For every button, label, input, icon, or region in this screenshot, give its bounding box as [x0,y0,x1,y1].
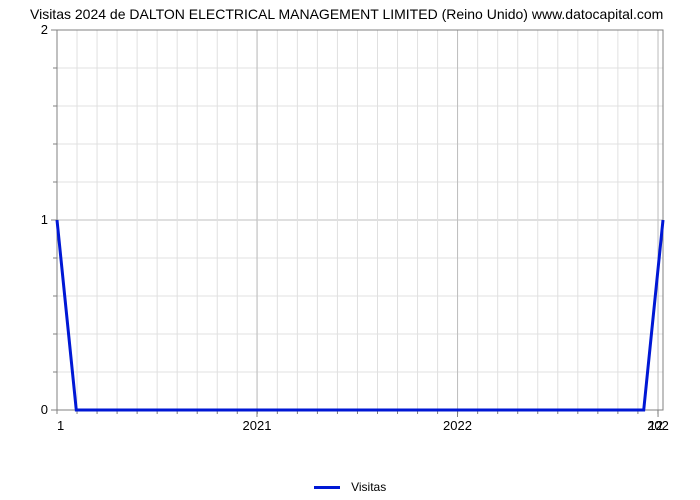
legend: Visitas [0,479,700,494]
svg-text:2021: 2021 [243,418,272,433]
svg-text:0: 0 [41,402,48,417]
svg-text:2022: 2022 [443,418,472,433]
legend-swatch [314,486,340,489]
svg-text:12: 12 [649,418,663,433]
title-right: www.datocapital.com [532,6,664,22]
line-chart: 01220212022202112 [35,24,675,444]
title-left: Visitas 2024 de DALTON ELECTRICAL MANAGE… [30,6,528,22]
svg-text:2: 2 [41,24,48,37]
chart-title: Visitas 2024 de DALTON ELECTRICAL MANAGE… [30,6,663,22]
svg-text:1: 1 [57,418,64,433]
svg-text:1: 1 [41,212,48,227]
legend-label: Visitas [351,480,386,494]
